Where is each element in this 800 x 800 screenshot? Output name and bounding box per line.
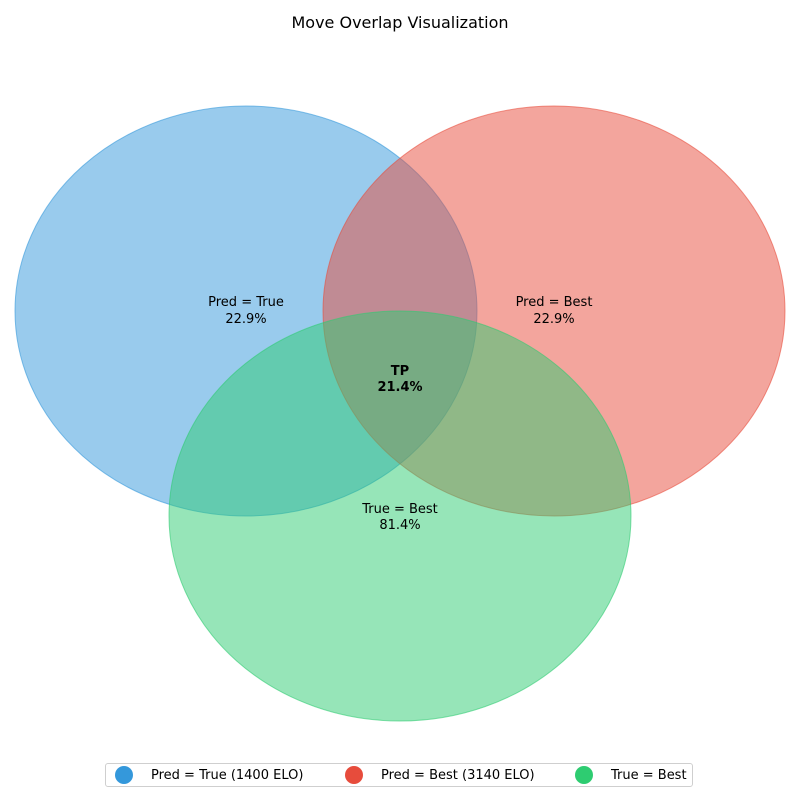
true-best-label: True = Best (361, 502, 438, 517)
tp-value: 21.4% (377, 380, 422, 395)
legend: Pred = True (1400 ELO) Pred = Best (3140… (105, 763, 693, 787)
true-best-marker-icon (575, 766, 593, 784)
pred-best-value: 22.9% (533, 312, 574, 327)
true-best-value: 81.4% (379, 518, 420, 533)
legend-label-pred-best: Pred = Best (3140 ELO) (381, 767, 535, 783)
legend-item-true-best: True = Best (575, 764, 687, 786)
true-best-circle (168, 310, 632, 722)
legend-item-pred-true: Pred = True (1400 ELO) (115, 764, 303, 786)
tp-label: TP (391, 364, 409, 379)
legend-label-pred-true: Pred = True (1400 ELO) (151, 767, 304, 783)
legend-item-pred-best: Pred = Best (3140 ELO) (345, 764, 535, 786)
pred-best-label: Pred = Best (516, 295, 593, 310)
pred-best-marker-icon (345, 766, 363, 784)
legend-label-true-best: True = Best (611, 767, 687, 783)
pred-true-label: Pred = True (208, 295, 284, 310)
pred-true-marker-icon (115, 766, 133, 784)
chart-title: Move Overlap Visualization (291, 13, 508, 32)
pred-true-value: 22.9% (225, 312, 266, 327)
